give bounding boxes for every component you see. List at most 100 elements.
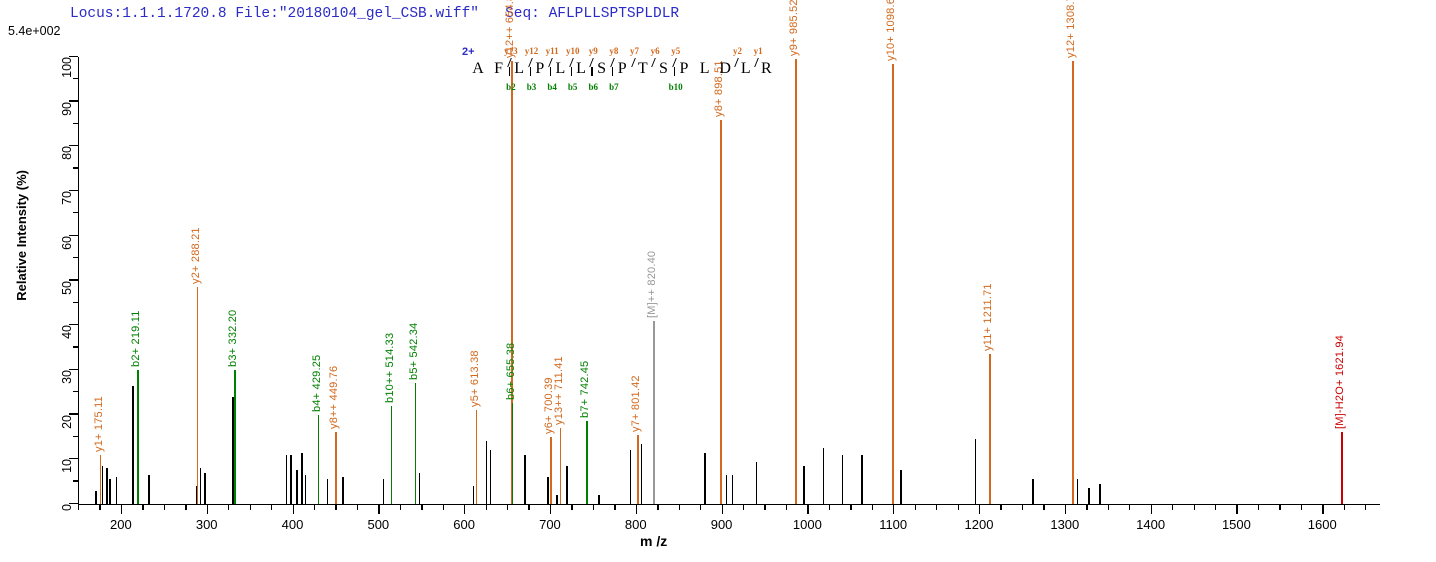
peak-label: y7+ 801.42 (629, 374, 642, 432)
spectrum-peak (1099, 483, 1101, 504)
ladder-cleavage-mark (610, 58, 616, 67)
x-tick-label: 1100 (879, 517, 908, 532)
y-ion-ladder-label: y8 (609, 46, 619, 56)
y-tick (69, 368, 78, 370)
y-tick-minor (73, 346, 78, 348)
y-ion-ladder-label: y5 (671, 46, 681, 56)
spectrum-peak (731, 474, 734, 504)
spectrum-peak (974, 439, 977, 504)
x-tick-minor (485, 505, 487, 510)
x-tick-label: 1200 (964, 517, 994, 532)
y-tick (69, 502, 78, 504)
spectrum-peak (555, 495, 558, 504)
x-tick-label: 900 (710, 517, 733, 532)
x-tick-label: 1300 (1050, 517, 1080, 532)
spectrum-peak-annotated (137, 369, 139, 504)
x-tick-label: 600 (453, 517, 475, 532)
spectrum-peak (301, 452, 303, 504)
sequence-residue: T (637, 60, 648, 77)
y-tick-minor (73, 435, 78, 437)
x-tick (635, 505, 638, 514)
spectrum-peak (524, 454, 526, 504)
x-tick-minor (957, 505, 959, 510)
x-tick-minor (1365, 505, 1367, 510)
ladder-cleavage-mark (548, 58, 554, 67)
peak-label: y2+ 288.21 (189, 227, 202, 285)
peak-label: y5+ 613.38 (468, 350, 481, 408)
y-tick-label: 50 (60, 280, 74, 295)
y-tick-minor (73, 480, 78, 482)
ladder-cleavage-mark (550, 67, 552, 76)
peak-label: b10++ 514.33 (383, 332, 396, 403)
spectrum-peak (841, 454, 844, 504)
spectrum-peak (725, 474, 728, 504)
ladder-cleavage-mark (673, 67, 675, 76)
sequence-residue: L (699, 60, 710, 77)
x-tick-minor (1129, 505, 1131, 510)
ladder-cleavage-mark (754, 58, 760, 67)
x-tick-label: 1600 (1307, 517, 1337, 532)
y-tick-label: 90 (60, 101, 74, 116)
sequence-residue: L (576, 60, 586, 77)
ladder-cleavage-mark (507, 58, 513, 67)
x-tick-minor (850, 505, 852, 510)
x-tick-label: 400 (281, 517, 304, 532)
ladder-cleavage-mark (570, 67, 572, 76)
sequence-residue: F (494, 60, 504, 77)
y-tick (69, 145, 78, 147)
spectrum-peak (342, 477, 344, 504)
sequence-residue: L (740, 60, 751, 77)
ladder-cleavage-mark (611, 67, 614, 76)
x-tick (292, 505, 294, 514)
x-tick (1064, 505, 1067, 514)
ladder-cleavage-mark (589, 58, 595, 67)
ladder-cleavage-mark (527, 58, 533, 67)
x-tick-minor (1193, 505, 1195, 510)
x-tick-minor (78, 505, 80, 510)
y-ion-ladder-label: y11 (545, 46, 559, 56)
x-tick-minor (785, 505, 788, 510)
x-tick (978, 505, 981, 514)
x-tick-label: 300 (195, 517, 218, 532)
y-axis-line (78, 57, 80, 505)
spectrum-peak-annotated (317, 414, 320, 504)
y-ion-ladder-label: y6 (650, 46, 660, 56)
precursor-charge-label: 2+ (462, 46, 475, 58)
x-tick-minor (99, 505, 101, 510)
x-tick-minor (421, 505, 423, 510)
x-tick-minor (249, 505, 251, 510)
spectrum-peak-annotated (653, 320, 655, 504)
b-ion-ladder-label: b10 (668, 82, 683, 92)
sequence-residue: D (719, 60, 731, 77)
spectrum-peak (485, 441, 488, 504)
spectrum-peak (861, 454, 864, 504)
spectrum-peak-annotated (99, 454, 102, 504)
spectrum-peak (1076, 479, 1079, 504)
spectrum-peak-annotated (989, 354, 991, 504)
peak-label: y8++ 449.76 (328, 366, 341, 430)
x-tick-minor (399, 505, 402, 510)
y-ion-ladder-label: y13 (504, 46, 518, 56)
x-tick-minor (271, 505, 273, 510)
spectrum-peak-annotated (720, 119, 722, 504)
sequence-residue: P (535, 60, 545, 77)
y-tick-minor (73, 256, 78, 259)
y-tick-label: 60 (60, 235, 74, 250)
x-tick (807, 505, 809, 514)
x-tick-minor (528, 505, 530, 510)
spectrum-peak (132, 385, 134, 504)
x-tick (893, 505, 895, 514)
x-axis-line (78, 504, 1380, 506)
spectrum-peak-annotated (1072, 61, 1074, 504)
x-tick-minor (1172, 505, 1174, 510)
x-tick-label: 1400 (1136, 517, 1166, 532)
y-tick-minor (73, 212, 78, 214)
x-tick-minor (657, 505, 659, 510)
spectrum-peak (199, 468, 202, 504)
x-tick-minor (228, 505, 230, 510)
x-tick-minor (700, 505, 702, 510)
spectrum-peak-annotated (234, 369, 236, 504)
sequence-residue: R (761, 60, 772, 77)
y-tick-minor (73, 78, 78, 80)
spectrum-peak (803, 466, 805, 504)
